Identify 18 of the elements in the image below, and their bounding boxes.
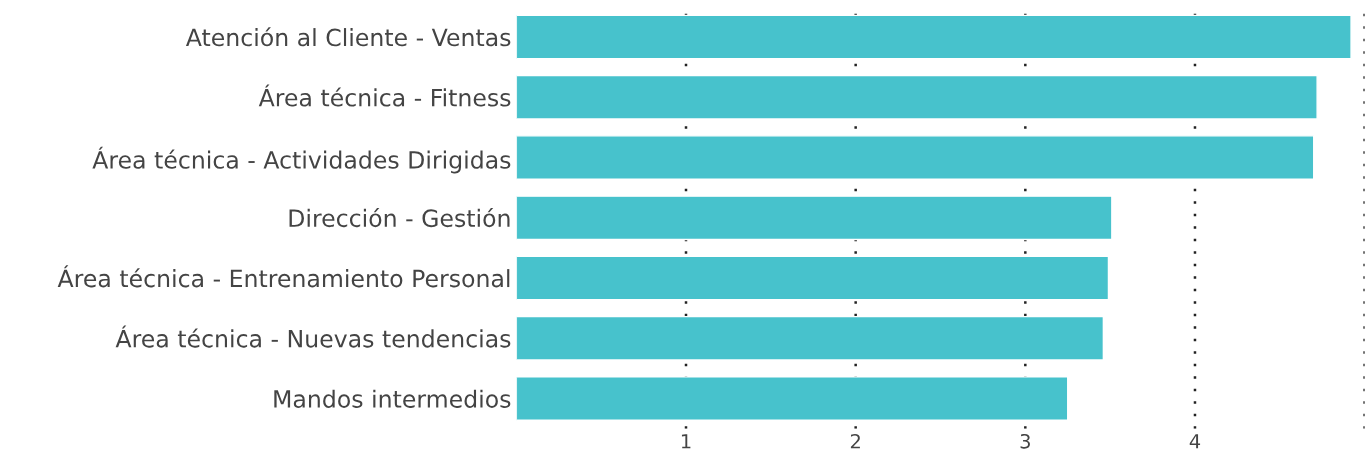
y-tick-label: Área técnica - Entrenamiento Personal	[57, 265, 510, 288]
y-tick-label: Área técnica - Actividades Dirigidas	[92, 146, 511, 174]
y-tick-label: Dirección - Gestión	[289, 207, 510, 228]
y-tick-label: Área técnica - Fitness	[258, 84, 511, 107]
bar	[516, 195, 1113, 241]
bar	[516, 135, 1315, 180]
bar	[516, 376, 1069, 421]
x-tick-label: 3	[1020, 433, 1030, 449]
bar	[516, 14, 1352, 60]
bar	[516, 255, 1110, 301]
bar	[516, 74, 1318, 120]
bar	[516, 315, 1105, 361]
y-tick-label: Atención al Cliente - Ventas	[185, 27, 511, 47]
y-tick-label: Área técnica - Nuevas tendencias	[115, 325, 511, 348]
x-tick-label: 1	[681, 434, 691, 449]
y-tick-label: Mandos intermedios	[274, 389, 511, 408]
x-tick-label: 4	[1189, 434, 1201, 449]
x-tick-label: 2	[850, 433, 860, 449]
